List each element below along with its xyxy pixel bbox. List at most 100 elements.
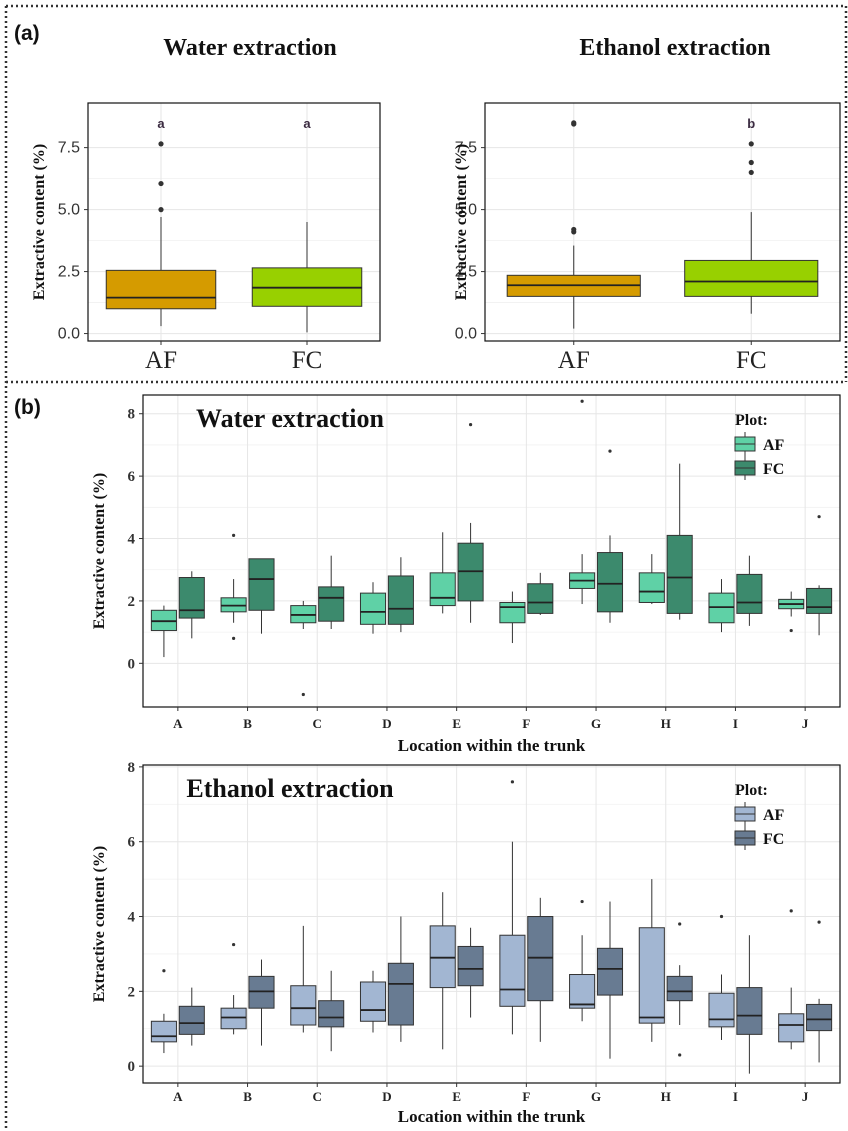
box	[178, 1005, 205, 1035]
chart-a-water: 0.0 2.5 5.0 7.5 Extractive content (%) Water …	[31, 35, 381, 374]
x-tick-label: B	[243, 1089, 252, 1104]
y-tick-label: 8	[128, 407, 136, 423]
box	[429, 572, 456, 607]
box	[178, 577, 205, 619]
plot-frame	[142, 764, 841, 1084]
x-tick-label: AF	[145, 347, 177, 374]
x-tick-label: AF	[558, 347, 590, 374]
outlier-point	[789, 628, 793, 633]
y-tick-label: 4	[128, 532, 136, 548]
box	[248, 558, 275, 611]
y-tick-label: 6	[128, 835, 136, 851]
box	[457, 945, 484, 987]
x-tick-label: B	[243, 716, 252, 731]
y-tick-label: 2	[128, 594, 136, 610]
x-tick-label: F	[522, 1089, 530, 1104]
plot-area	[143, 765, 840, 1083]
outlier-point	[608, 449, 612, 453]
y-axis-label: Extractive content (%)	[453, 144, 470, 300]
box	[150, 1020, 177, 1043]
x-tick-label: H	[661, 716, 671, 731]
outlier-point	[817, 920, 821, 924]
x-tick-label: I	[733, 1089, 738, 1104]
x-tick-label: C	[313, 1089, 322, 1104]
box	[638, 572, 665, 603]
plot-frame	[484, 102, 841, 342]
box	[806, 587, 833, 614]
y-tick-label: 6	[128, 469, 136, 485]
box	[387, 962, 414, 1026]
outlier-point	[158, 141, 164, 147]
outlier-point	[580, 399, 584, 403]
y-tick-label: 2.5	[455, 264, 477, 281]
plot-frame	[87, 102, 381, 342]
x-tick-label: D	[382, 716, 391, 731]
outlier-point	[748, 159, 754, 166]
box	[290, 985, 317, 1026]
outlier-point	[580, 899, 584, 904]
legend-title: Plot:	[735, 412, 768, 429]
x-tick-label: FC	[736, 347, 767, 374]
y-tick-label: 2.5	[58, 264, 80, 281]
box	[684, 259, 819, 297]
x-tick-label: E	[452, 716, 461, 731]
y-axis-label: Extractive content (%)	[91, 473, 108, 629]
x-tick-label: J	[802, 1089, 809, 1104]
x-tick-label: D	[382, 1089, 391, 1104]
outlier-point	[158, 180, 164, 187]
panel-b-label: (b)	[14, 396, 41, 419]
plot-area	[485, 103, 840, 341]
chart-b-water: 0 2 4 6 8 Extractive content (%) Water extract…	[91, 394, 841, 755]
significance-letter: a	[303, 116, 311, 131]
box	[569, 974, 596, 1009]
box	[499, 934, 526, 1007]
outlier-point	[571, 120, 577, 126]
box	[105, 269, 217, 310]
plot-frame	[142, 394, 841, 708]
x-tick-label: I	[733, 716, 738, 731]
x-tick-label: A	[173, 1089, 183, 1104]
box	[387, 575, 414, 625]
x-tick-label: FC	[292, 347, 323, 374]
box	[527, 583, 554, 614]
chart-title: Ethanol extraction	[186, 774, 394, 803]
outlier-point	[748, 141, 754, 147]
outlier-point	[678, 922, 682, 926]
box	[666, 975, 693, 1002]
y-tick-label: 2	[128, 984, 136, 1000]
y-tick-label: 4	[128, 910, 136, 926]
legend-entry-label: AF	[763, 807, 785, 824]
legend-title: Plot:	[735, 782, 768, 799]
box	[359, 592, 387, 625]
chart-title: Water extraction	[163, 35, 337, 61]
chart-title: Ethanol extraction	[579, 35, 770, 61]
box	[736, 987, 763, 1035]
y-tick-label: 0.0	[455, 326, 477, 343]
box	[778, 1013, 805, 1043]
y-tick-label: 0.0	[58, 326, 80, 343]
y-tick-label: 7.5	[455, 140, 477, 157]
y-tick-label: 8	[128, 760, 136, 776]
x-tick-label: C	[313, 716, 322, 731]
plot-area	[143, 395, 840, 707]
outlier-point	[789, 909, 793, 913]
box	[708, 992, 735, 1028]
box	[429, 925, 456, 989]
chart-b-ethanol: 0 2 4 6 8 Extractive content (%) Ethanol extra…	[91, 760, 841, 1126]
x-tick-label: F	[522, 716, 530, 731]
x-tick-label: E	[452, 1089, 461, 1104]
outlier-point	[817, 515, 821, 519]
y-tick-label: 0	[128, 656, 136, 672]
x-tick-label: J	[802, 716, 809, 731]
y-tick-label: 0	[128, 1059, 136, 1075]
y-tick-label: 5.0	[455, 202, 477, 219]
y-axis-label: Extractive content (%)	[91, 846, 108, 1002]
outlier-point	[510, 780, 515, 784]
box	[527, 916, 554, 1002]
x-axis-label: Location within the trunk	[398, 736, 586, 755]
box	[499, 601, 526, 624]
outlier-point	[719, 914, 724, 919]
box	[220, 1007, 247, 1030]
